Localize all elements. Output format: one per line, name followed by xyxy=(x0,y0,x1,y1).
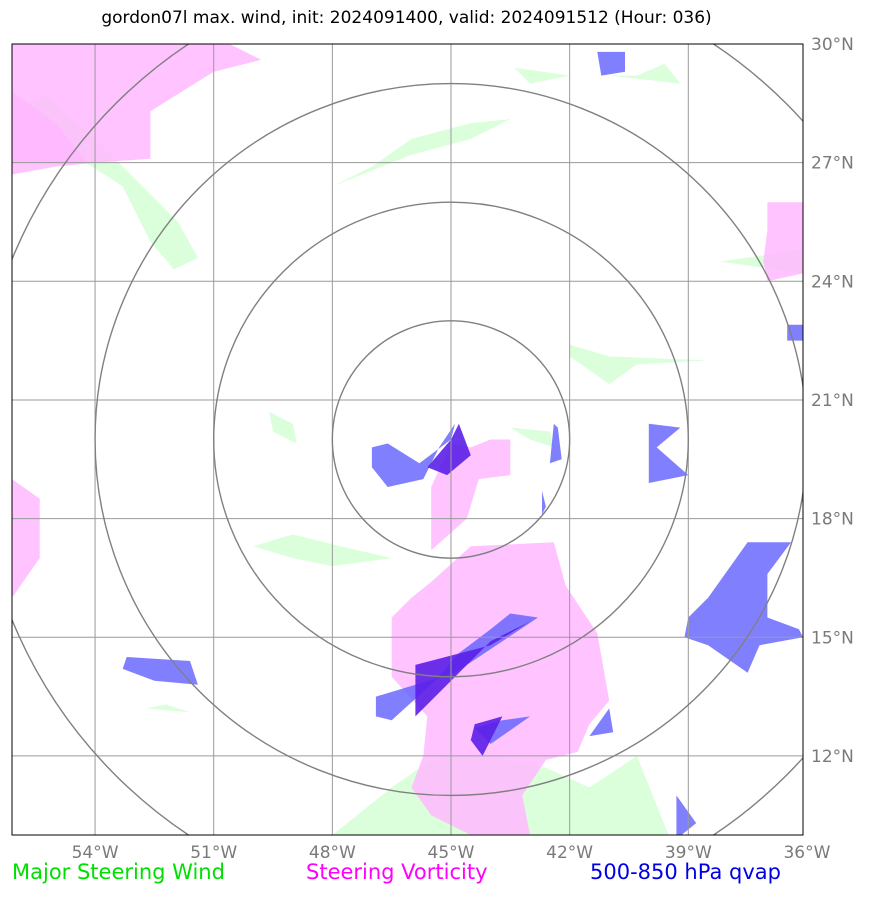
wind-contour-8 xyxy=(253,534,392,567)
wind-contour-11 xyxy=(510,427,554,448)
range-ring-2 xyxy=(213,201,690,678)
qvap-contour-2 xyxy=(549,423,562,464)
lat-lon-grid xyxy=(12,44,803,835)
wind-contour-7 xyxy=(269,411,297,444)
range-ring-3 xyxy=(94,82,803,797)
lat-tick-label: 21°N xyxy=(811,391,854,411)
qvap-layer xyxy=(122,51,803,835)
vorticity-contour-2 xyxy=(12,479,40,598)
lat-tick-label: 30°N xyxy=(811,35,854,55)
qvap-contour-12 xyxy=(542,490,546,515)
vorticity-contour-3 xyxy=(391,542,610,835)
vorticity-contour-6 xyxy=(12,91,88,163)
vorticity-contour-1 xyxy=(12,44,262,175)
lon-tick-label: 48°W xyxy=(309,843,356,863)
range-ring-1 xyxy=(331,320,571,559)
wind-contour-6 xyxy=(569,344,709,385)
legend-qvap: 500-850 hPa qvap xyxy=(590,860,781,884)
wind-contour-4 xyxy=(514,67,570,84)
steering-vorticity-layer xyxy=(12,44,803,835)
qvap-contour-1 xyxy=(371,423,455,487)
wind-contour-10 xyxy=(146,704,190,713)
lon-tick-label: 42°W xyxy=(546,843,593,863)
legend-steering-vorticity: Steering Vorticity xyxy=(306,860,488,884)
lon-tick-label: 51°W xyxy=(190,843,237,863)
vorticity-contour-5 xyxy=(763,202,803,282)
qvap-contour-4 xyxy=(684,542,803,673)
qvap-core-1 xyxy=(427,423,471,476)
wind-contour-2 xyxy=(332,119,511,187)
legend-steering-wind: Major Steering Wind xyxy=(12,860,225,884)
lon-tick-label: 36°W xyxy=(783,843,830,863)
lon-tick-label: 54°W xyxy=(72,843,119,863)
qvap-contour-11 xyxy=(787,324,803,341)
qvap-contour-8 xyxy=(589,708,614,737)
lat-tick-label: 24°N xyxy=(811,272,854,292)
lon-tick-label: 39°W xyxy=(665,843,712,863)
qvap-core-3 xyxy=(470,716,503,756)
qvap-contour-10 xyxy=(597,51,625,76)
lat-tick-label: 27°N xyxy=(811,154,854,174)
wind-contour-3 xyxy=(609,63,681,84)
lon-tick-label: 45°W xyxy=(428,843,475,863)
qvap-contour-3 xyxy=(648,423,689,483)
axis-labels: 54°W 51°W 48°W 45°W 42°W 39°W 36°W 12°N 15°N 18°N… xyxy=(72,35,854,863)
qvap-contour-9 xyxy=(676,795,697,835)
qvap-contour-5 xyxy=(122,657,198,685)
map-frame xyxy=(11,43,804,836)
lat-tick-label: 18°N xyxy=(811,510,854,530)
lat-tick-label: 15°N xyxy=(811,628,854,648)
lat-tick-label: 12°N xyxy=(811,747,854,767)
map-title: gordon07l max. wind, init: 2024091400, v… xyxy=(101,8,712,28)
qvap-core-2 xyxy=(415,621,531,717)
